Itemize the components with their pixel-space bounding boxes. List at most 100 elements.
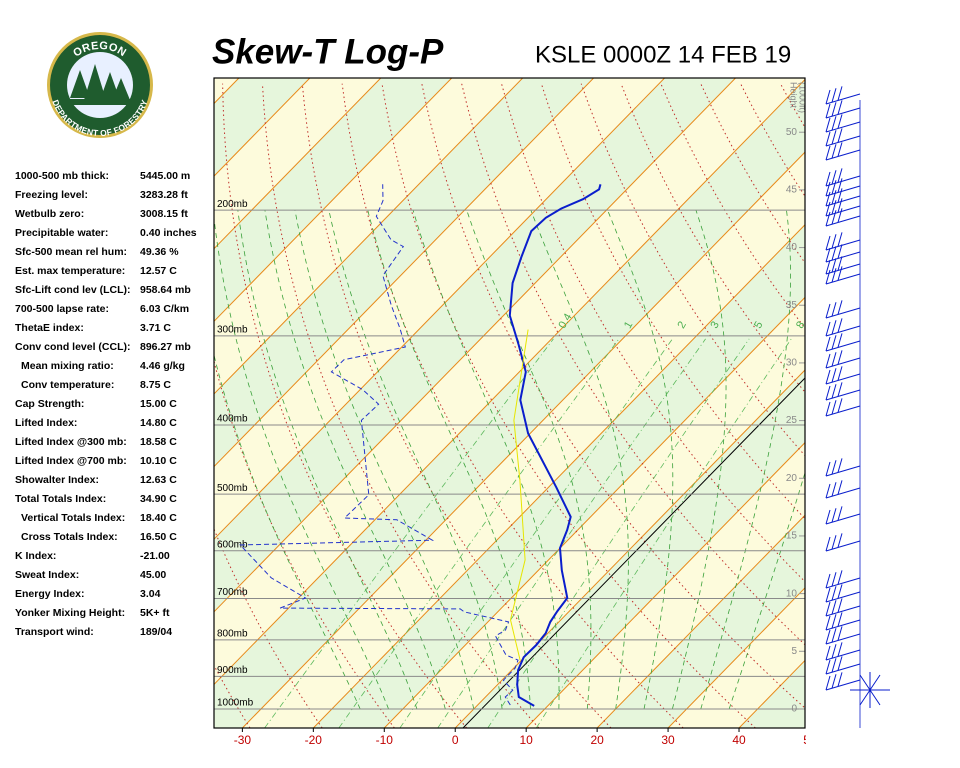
barb-tick xyxy=(825,587,831,603)
barb-tick xyxy=(837,382,843,397)
pressure-label: 700mb xyxy=(217,587,248,598)
barb-tick xyxy=(831,628,837,643)
mixing-ratio-line xyxy=(437,338,706,728)
height-label: 45 xyxy=(786,185,798,196)
isotherm xyxy=(214,78,453,323)
barb-tick xyxy=(837,584,843,599)
dry-adiabat xyxy=(461,83,805,646)
barb-tick xyxy=(837,533,843,548)
height-label: 0 xyxy=(791,704,797,715)
dewpoint-profile xyxy=(239,184,519,706)
title: Skew-T Log-P xyxy=(212,32,444,71)
barb-tick xyxy=(831,116,837,131)
barb-tick xyxy=(837,350,843,365)
barb-staff xyxy=(825,577,861,589)
barb-tick xyxy=(837,244,843,259)
x-tick-label: -10 xyxy=(376,733,394,747)
barb-tick xyxy=(825,483,831,499)
barb-tick xyxy=(831,384,837,399)
index-value: 34.90 C xyxy=(140,493,177,505)
barb-staff xyxy=(825,149,861,161)
temperature-band xyxy=(810,78,960,728)
index-value: 5445.00 m xyxy=(140,170,190,182)
height-label: 40 xyxy=(786,242,798,253)
barb-tick xyxy=(825,615,831,631)
barb-tick xyxy=(837,318,843,333)
index-label: Conv cond level (CCL): xyxy=(15,341,131,353)
x-tick-label: 50 xyxy=(803,733,817,747)
barb-tick xyxy=(831,144,837,159)
mixing-ratio-line xyxy=(264,338,554,728)
axes xyxy=(213,77,806,732)
index-label: Cross Totals Index: xyxy=(21,531,118,543)
isotherm xyxy=(214,78,524,395)
barb-tick xyxy=(831,400,837,415)
barb-tick xyxy=(831,246,837,261)
index-value: -21.00 xyxy=(140,550,170,562)
barb-staff xyxy=(825,205,861,217)
pressure-label: 800mb xyxy=(217,629,248,640)
logo-trees xyxy=(70,64,130,100)
index-label: ThetaE index: xyxy=(15,322,84,334)
height-label: 30 xyxy=(786,358,798,369)
barb-tick xyxy=(831,302,837,317)
barb-tick xyxy=(837,198,843,213)
calm-barb xyxy=(850,672,890,708)
barb-tick xyxy=(831,368,837,383)
moist-adiabat xyxy=(530,209,629,710)
barb-tick xyxy=(831,586,837,601)
isotherm xyxy=(312,224,805,728)
index-value: 18.40 C xyxy=(140,512,177,524)
barb-tick xyxy=(831,210,837,225)
barb-tick xyxy=(837,506,843,521)
dry-adiabat xyxy=(620,83,805,393)
x-tick-label: -30 xyxy=(234,733,252,747)
index-label: Lifted Index @300 mb: xyxy=(15,436,127,448)
mixing-ratio-label: 2 xyxy=(675,319,688,330)
x-tick-label: 0 xyxy=(452,733,459,747)
barb-tick xyxy=(837,208,843,223)
x-axis-labels: -30 -20 -10 0 10 20 30 40 50 xyxy=(234,733,817,747)
barb-staff xyxy=(825,405,861,417)
barb-tick xyxy=(825,353,831,369)
index-value: 896.27 mb xyxy=(140,341,191,353)
wind-barbs xyxy=(825,86,890,728)
barb-staff xyxy=(825,135,861,147)
barb-tick xyxy=(831,658,837,673)
barb-tick xyxy=(837,672,843,687)
barb-tick xyxy=(825,659,831,675)
barb-tick xyxy=(837,128,843,143)
index-value: 5K+ ft xyxy=(140,607,170,619)
barb-tick xyxy=(825,601,831,617)
barb-tick xyxy=(837,114,843,129)
barb-tick xyxy=(831,88,837,103)
index-label: Freezing level: xyxy=(15,189,88,201)
index-label: Total Totals Index: xyxy=(15,493,106,505)
barb-tick xyxy=(831,320,837,335)
dry-adiabat xyxy=(940,84,960,728)
barb-tick xyxy=(825,247,831,263)
barb-staff xyxy=(825,107,861,119)
index-label: Lifted Index @700 mb: xyxy=(15,455,127,467)
index-value: 3008.15 ft xyxy=(140,208,188,220)
temperature-band xyxy=(214,79,805,728)
index-label: Transport wind: xyxy=(15,626,94,638)
barb-staff xyxy=(825,649,861,661)
isotherm xyxy=(214,78,665,540)
moist-adiabat xyxy=(294,210,475,710)
barb-staff xyxy=(825,357,861,369)
x-tick-label: 40 xyxy=(732,733,746,747)
barb-tick xyxy=(837,458,843,473)
moist-adiabat xyxy=(412,210,560,710)
isotherm xyxy=(214,78,805,686)
barb-tick xyxy=(837,333,843,348)
index-value: 4.46 g/kg xyxy=(140,360,185,372)
barb-staff xyxy=(825,195,861,207)
moist-adiabat xyxy=(607,209,674,710)
station: KSLE 0000Z 14 FEB 19 xyxy=(535,41,791,68)
barb-tick xyxy=(831,644,837,659)
dry-adiabat xyxy=(501,83,805,583)
barb-tick xyxy=(837,366,843,381)
plot-frame xyxy=(213,77,806,729)
temperature-profile xyxy=(508,184,602,707)
